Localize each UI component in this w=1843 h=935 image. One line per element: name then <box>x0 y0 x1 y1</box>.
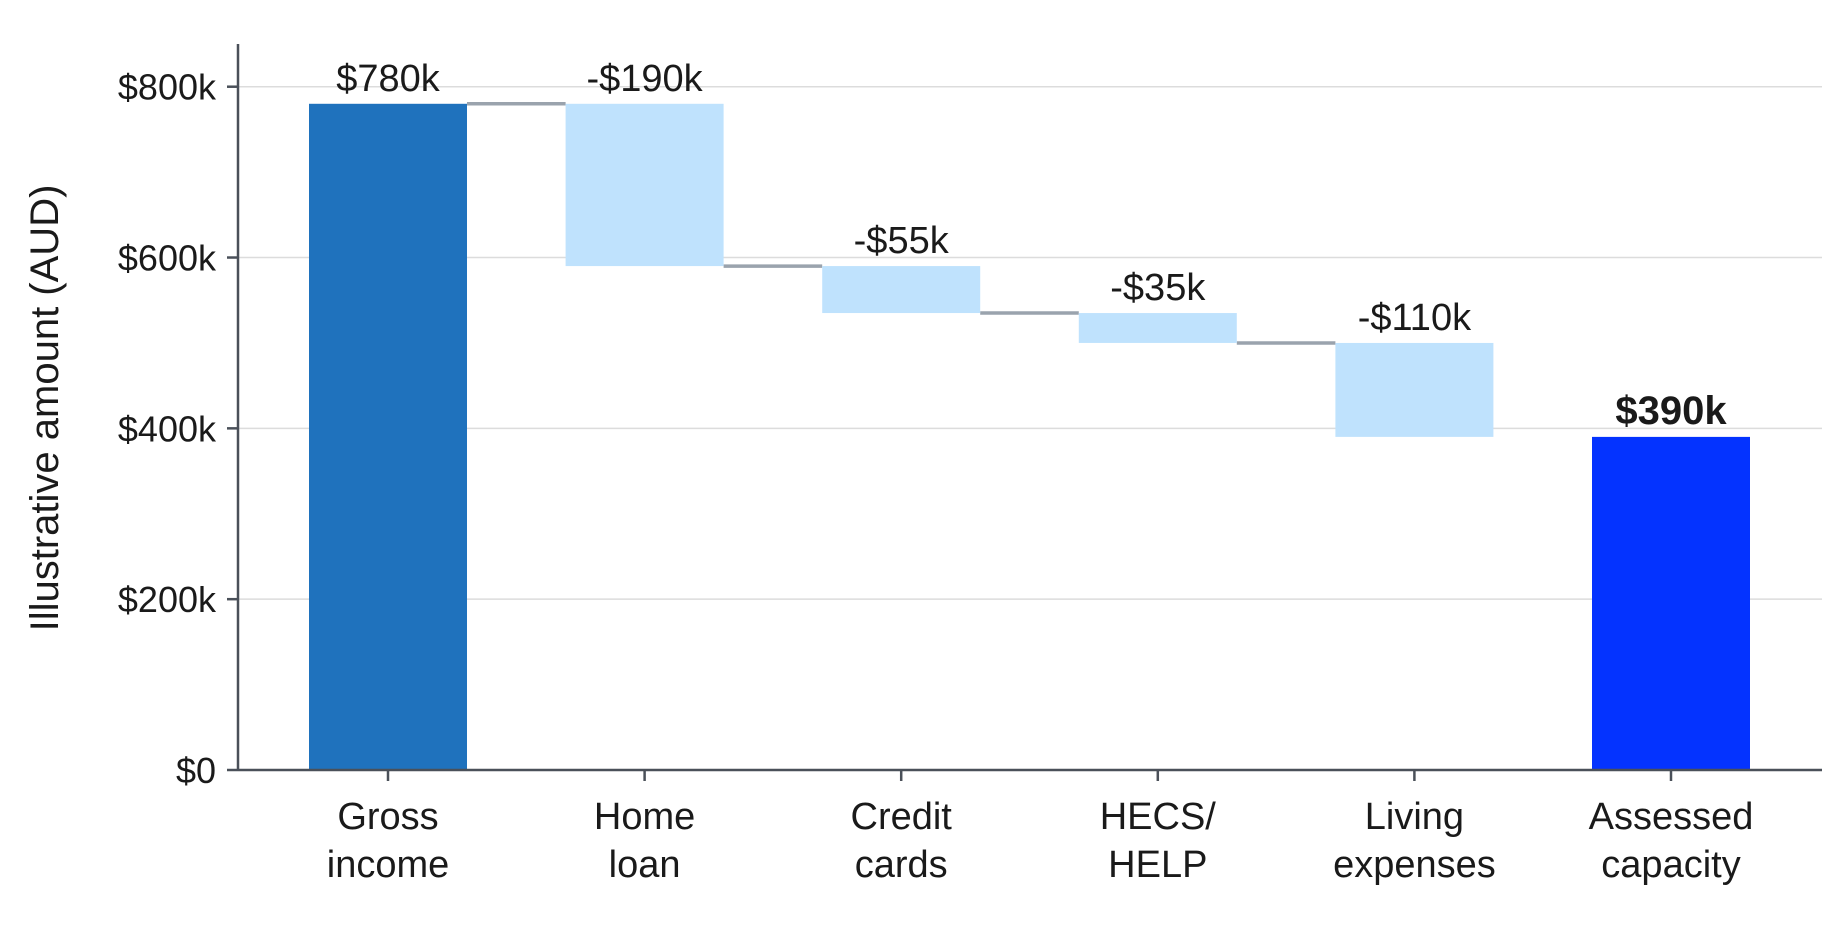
x-tick-label: Assessed capacity <box>1589 796 1754 886</box>
bar-5 <box>1592 436 1750 770</box>
x-tick-label: Living expenses <box>1333 796 1496 886</box>
bar-4 <box>1335 342 1494 437</box>
connector-lines <box>467 102 1336 345</box>
y-tick-label: $200k <box>118 579 217 620</box>
bar-1 <box>565 103 724 267</box>
y-axis-label: Illustrative amount (AUD) <box>23 185 67 632</box>
y-tick-label: $0 <box>176 750 216 791</box>
bar-2 <box>822 266 981 314</box>
grid-lines <box>238 85 1822 600</box>
y-tick-label: $400k <box>118 408 217 449</box>
bar-0 <box>309 103 467 771</box>
bar-3 <box>1078 313 1237 343</box>
data-labels: $780k -$190k -$55k -$35k -$110k $390k <box>336 58 1727 433</box>
data-label-0: $780k <box>336 58 441 100</box>
x-tick-label: Home loan <box>594 796 695 886</box>
y-tick-label: $800k <box>118 67 217 108</box>
y-tick-label: $600k <box>118 238 217 279</box>
bars <box>309 103 1750 771</box>
data-label-1: -$190k <box>586 58 703 100</box>
data-label-2: -$55k <box>854 220 950 262</box>
data-label-4: -$110k <box>1358 297 1472 339</box>
x-tick-label: Gross income <box>327 796 450 886</box>
x-tick-label: HECS/HELP <box>1100 796 1217 886</box>
x-tick-label: Credit cards <box>851 796 953 886</box>
data-label-3: -$35k <box>1110 267 1206 309</box>
data-label-5: $390k <box>1615 389 1727 433</box>
axes: $0 $200k $400k $600k $800k Gross income Home loa… <box>118 44 1822 886</box>
